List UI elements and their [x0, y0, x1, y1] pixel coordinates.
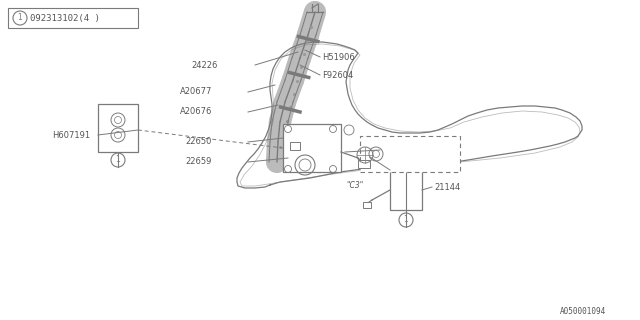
Text: 22659: 22659: [186, 157, 212, 166]
Text: A20676: A20676: [180, 108, 212, 116]
Text: 1: 1: [404, 215, 408, 225]
Text: 21144: 21144: [434, 182, 460, 191]
Text: 24226: 24226: [191, 60, 218, 69]
Bar: [290, 142, 300, 150]
Text: 092313102(4 ): 092313102(4 ): [30, 13, 100, 22]
Bar: [360, 136, 460, 172]
Bar: [98, 104, 138, 152]
Bar: [390, 160, 422, 210]
Text: A20677: A20677: [180, 87, 212, 97]
Text: F92604: F92604: [322, 70, 353, 79]
Text: "C3": "C3": [346, 180, 364, 189]
Text: 1: 1: [18, 13, 22, 22]
Text: H51906: H51906: [322, 52, 355, 61]
Text: 15027: 15027: [385, 149, 412, 158]
Text: 22650: 22650: [186, 138, 212, 147]
Text: 22647: 22647: [392, 167, 419, 177]
Text: H607191: H607191: [52, 131, 90, 140]
Bar: [8, 8, 138, 28]
Bar: [358, 160, 370, 168]
Bar: [363, 202, 371, 208]
Text: A050001094: A050001094: [560, 308, 606, 316]
Bar: [283, 124, 341, 172]
Text: 22660: 22660: [382, 146, 408, 155]
Text: 1: 1: [116, 156, 120, 164]
